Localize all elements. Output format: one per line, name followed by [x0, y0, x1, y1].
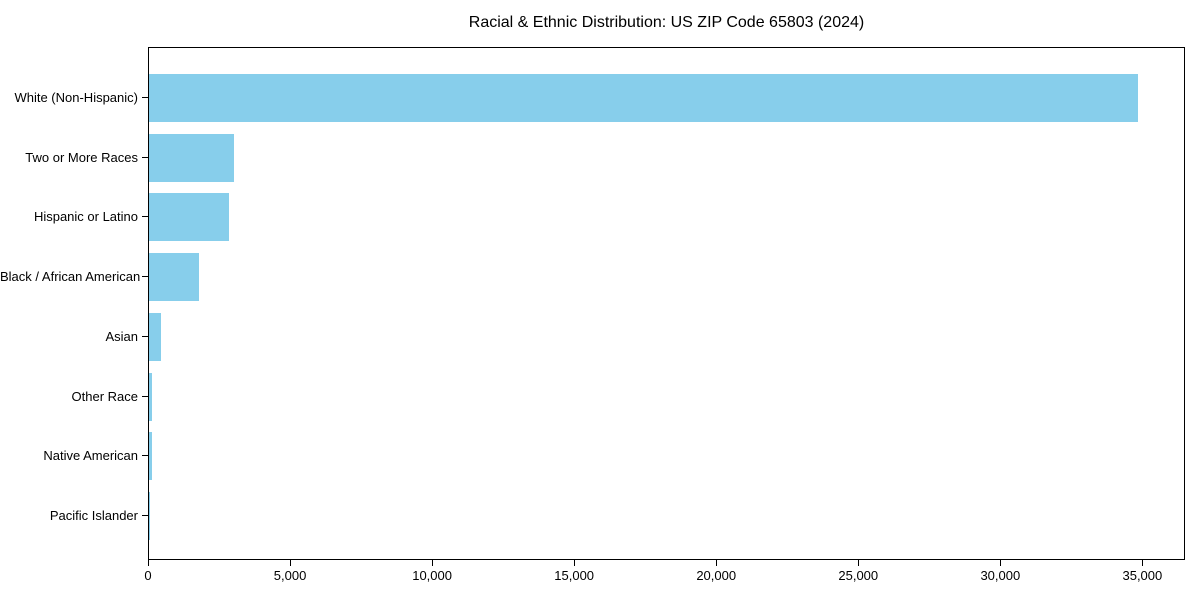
- x-tick-label-20000: 20,000: [696, 568, 737, 583]
- bar-other-race: [149, 372, 153, 421]
- y-tick-label-pacific-islander: Pacific Islander: [49, 507, 138, 523]
- y-tick-label-two-or-more-races: Two or More Races: [25, 149, 138, 165]
- chart-title: Racial & Ethnic Distribution: US ZIP Cod…: [468, 14, 865, 31]
- y-tick-label-other-race: Other Race: [71, 388, 138, 404]
- x-tick-label-35000: 35,000: [1122, 568, 1163, 583]
- x-tick-30000: [1000, 560, 1002, 566]
- bar-white-non-hispanic: [149, 74, 1138, 122]
- y-tick-white-non-hispanic: [142, 97, 148, 98]
- y-tick-native-american: [142, 455, 148, 457]
- bar-black-african-american: [149, 253, 199, 302]
- x-tick-label-5000: 5,000: [273, 568, 307, 583]
- x-tick-label-0: 0: [144, 568, 152, 583]
- y-tick-label-white-non-hispanic: White (Non-Hispanic): [14, 90, 138, 105]
- x-tick-label-15000: 15,000: [554, 568, 595, 583]
- bar-native-american: [149, 432, 153, 481]
- y-tick-asian: [142, 335, 148, 337]
- y-tick-pacific-islander: [142, 514, 148, 516]
- x-tick-20000: [716, 560, 718, 566]
- y-tick-hispanic-or-latino: [142, 216, 148, 218]
- y-tick-black-african-american: [142, 276, 148, 278]
- y-tick-label-hispanic-or-latino: Hispanic or Latino: [33, 209, 138, 225]
- y-tick-other-race: [142, 395, 148, 397]
- x-tick-0: [148, 560, 149, 566]
- x-tick-15000: [574, 560, 576, 566]
- x-tick-10000: [432, 560, 434, 566]
- x-tick-5000: [290, 560, 292, 566]
- x-tick-label-10000: 10,000: [412, 568, 452, 583]
- x-tick-label-25000: 25,000: [838, 568, 879, 583]
- bar-pacific-islander: [149, 491, 150, 540]
- y-tick-two-or-more-races: [142, 156, 148, 158]
- bar-two-or-more-races: [149, 133, 235, 182]
- y-tick-label-native-american: Native American: [43, 448, 138, 464]
- y-tick-label-asian: Asian: [105, 328, 138, 344]
- plot-area: [148, 47, 1185, 560]
- bar-hispanic-or-latino: [149, 193, 229, 242]
- x-tick-label-30000: 30,000: [980, 568, 1021, 583]
- x-tick-25000: [858, 560, 860, 566]
- x-tick-35000: [1142, 560, 1144, 566]
- bar-asian: [149, 312, 161, 361]
- y-tick-label-black-african-american: Black / African American: [0, 269, 141, 285]
